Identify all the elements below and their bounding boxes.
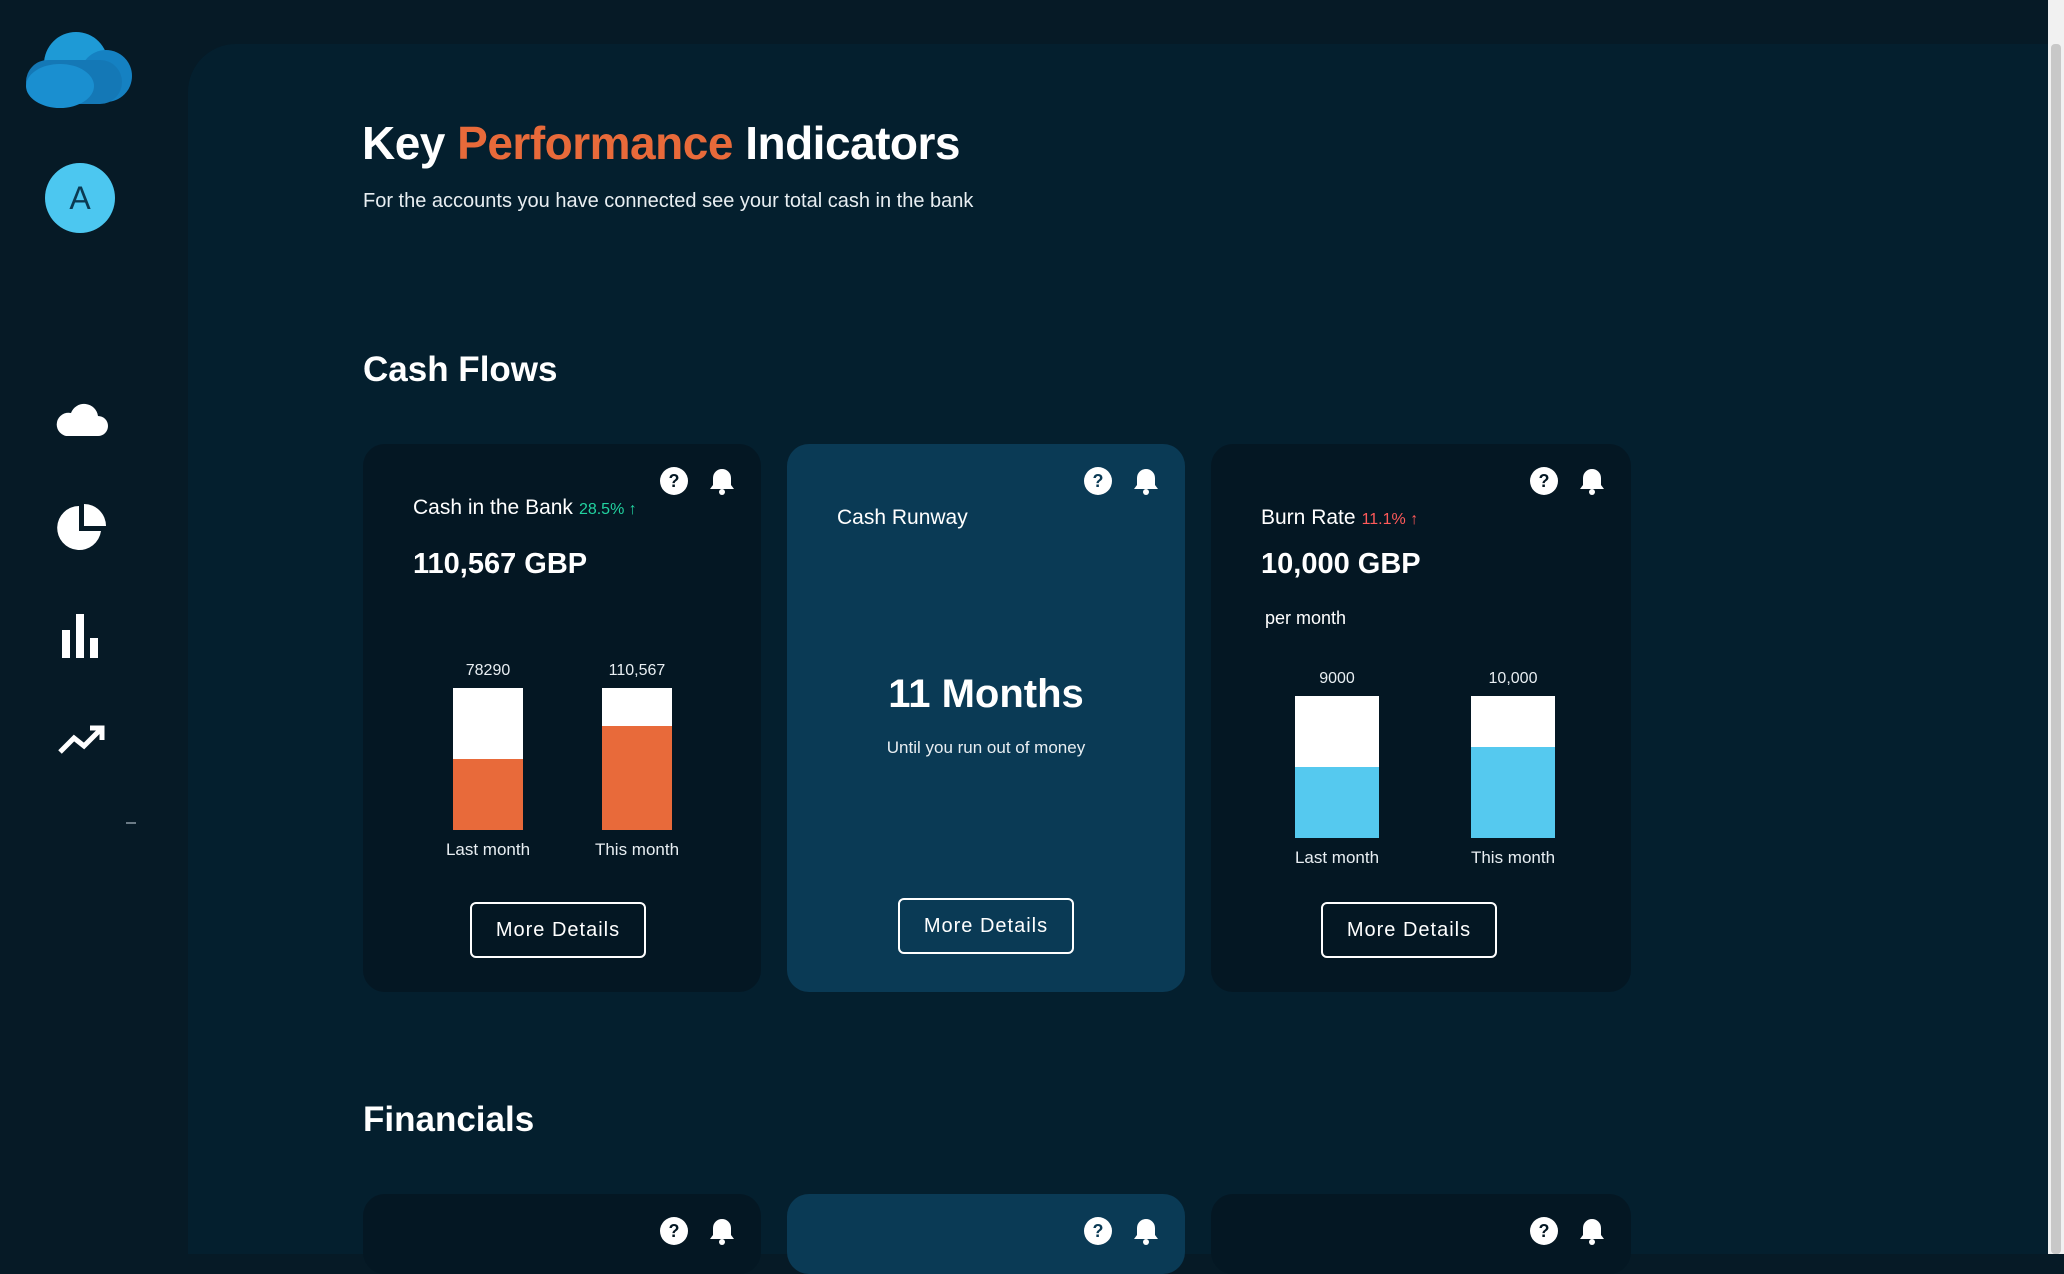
help-icon[interactable]: ? <box>1083 466 1113 496</box>
more-details-button[interactable]: More Details <box>1321 902 1497 958</box>
help-icon[interactable]: ? <box>659 1216 689 1246</box>
burn-rate-card: ? Burn Rate 11.1% ↑ 10,000 GBP per month … <box>1211 444 1631 992</box>
card-value: 10,000 GBP <box>1261 548 1421 580</box>
bell-icon[interactable] <box>707 1216 737 1246</box>
svg-text:?: ? <box>669 1221 680 1241</box>
bell-icon[interactable] <box>1131 1216 1161 1246</box>
bell-icon[interactable] <box>1577 1216 1607 1246</box>
svg-text:?: ? <box>1093 1221 1104 1241</box>
bar-last-month: 9000 Last month <box>1267 670 1407 868</box>
runway-caption: Until you run out of money <box>886 738 1086 757</box>
page-title: Key Performance Indicators <box>362 117 961 169</box>
bell-icon[interactable] <box>1131 466 1161 496</box>
cloud-nav-icon[interactable] <box>52 392 112 452</box>
trending-up-icon[interactable] <box>52 712 112 772</box>
pie-chart-icon[interactable] <box>52 498 112 558</box>
bar-fill <box>1471 747 1555 838</box>
card-label: Burn Rate 11.1% ↑ <box>1261 506 1419 529</box>
bar-label: Last month <box>1294 848 1380 867</box>
more-details-button[interactable]: More Details <box>898 898 1074 954</box>
svg-text:?: ? <box>1539 1221 1550 1241</box>
card-label: Cash in the Bank 28.5% ↑ <box>413 496 637 519</box>
bar-value-label: 78290 <box>465 662 511 679</box>
help-icon[interactable]: ? <box>1529 1216 1559 1246</box>
bar-this-month: 110,567 This month <box>577 662 697 860</box>
svg-text:?: ? <box>1539 471 1550 491</box>
avatar[interactable]: A <box>45 163 115 233</box>
more-details-button[interactable]: More Details <box>470 902 646 958</box>
bell-icon[interactable] <box>707 466 737 496</box>
cloud-logo-icon <box>24 28 136 112</box>
financials-card-2: ? <box>787 1194 1185 1274</box>
card-subtext: per month <box>1265 608 1347 628</box>
bar-last-month: 78290 Last month <box>428 662 548 860</box>
arrow-up-icon: ↑ <box>628 501 637 518</box>
bar-chart-icon[interactable] <box>52 608 112 668</box>
page-subtitle: For the accounts you have connected see … <box>363 190 974 212</box>
cash-runway-card: ? Cash Runway 11 Months Until you run ou… <box>787 444 1185 992</box>
svg-text:?: ? <box>1093 471 1104 491</box>
arrow-up-icon: ↑ <box>1410 511 1419 528</box>
section-title-financials: Financials <box>363 1100 535 1139</box>
bar-this-month: 10,000 This month <box>1443 670 1583 868</box>
bar-fill <box>1295 767 1379 838</box>
divider <box>126 822 136 824</box>
top-bar <box>188 0 2048 44</box>
financials-card-1: ? <box>363 1194 761 1274</box>
bar-value-label: 9000 <box>1319 670 1355 687</box>
scrollbar-thumb[interactable] <box>2051 44 2061 1254</box>
bar-label: This month <box>594 840 680 859</box>
trend-badge: 11.1% ↑ <box>1361 511 1419 528</box>
bar-value-label: 10,000 <box>1488 670 1538 687</box>
bar-label: This month <box>1470 848 1556 867</box>
help-icon[interactable]: ? <box>659 466 689 496</box>
svg-text:?: ? <box>669 471 680 491</box>
help-icon[interactable]: ? <box>1083 1216 1113 1246</box>
bar-fill <box>453 759 523 830</box>
bell-icon[interactable] <box>1577 466 1607 496</box>
runway-value: 11 Months <box>888 672 1084 716</box>
financials-card-3: ? <box>1211 1194 1631 1274</box>
card-label: Cash Runway <box>837 506 968 529</box>
cash-in-bank-card: ? Cash in the Bank 28.5% ↑ 110,567 GBP 78… <box>363 444 761 992</box>
bar-fill <box>602 726 672 830</box>
bar-label: Last month <box>445 840 531 859</box>
bar-value-label: 110,567 <box>608 662 666 679</box>
card-value: 110,567 GBP <box>413 548 588 580</box>
help-icon[interactable]: ? <box>1529 466 1559 496</box>
trend-badge: 28.5% ↑ <box>578 501 637 518</box>
page-title-accent: Performance <box>457 117 733 169</box>
section-title-cash-flows: Cash Flows <box>363 350 558 389</box>
sidebar: A <box>0 0 188 1254</box>
